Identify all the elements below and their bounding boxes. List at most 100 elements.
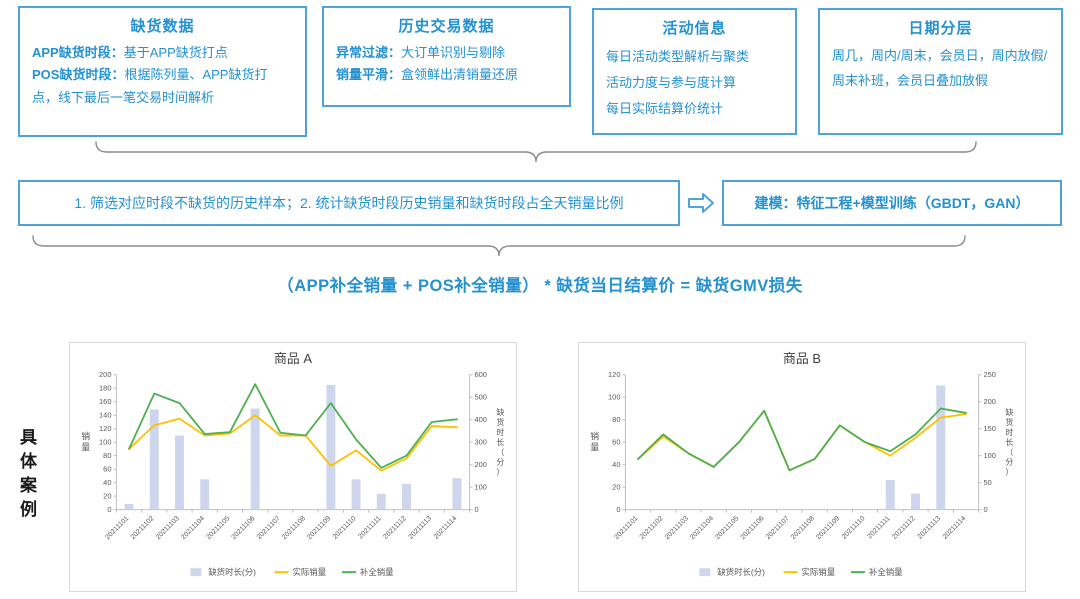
box-line-bold: 销量平滑：	[336, 67, 402, 83]
modeling-text: 建模：特征工程+模型训练（GBDT，GAN）	[755, 193, 1030, 213]
svg-text:20211101: 20211101	[613, 515, 639, 541]
box-line-bold: 异常过滤：	[336, 45, 402, 60]
svg-text:100: 100	[99, 438, 111, 447]
box-line-bold: APP缺货时段：	[32, 45, 124, 60]
svg-text:20211109: 20211109	[306, 515, 332, 541]
box-line: POS缺货时段：根据陈列量、APP缺货打点，线下最后一笔交易时间解析	[32, 64, 293, 109]
svg-text:0: 0	[616, 505, 620, 514]
box-line-text: 每日活动类型解析与聚类	[606, 49, 750, 64]
svg-text:20: 20	[103, 492, 111, 501]
svg-text:20211106: 20211106	[740, 515, 766, 541]
modeling-box: 建模：特征工程+模型训练（GBDT，GAN）	[722, 180, 1062, 226]
svg-text:20211102: 20211102	[130, 515, 156, 541]
svg-text:20211112: 20211112	[382, 515, 408, 541]
svg-text:100: 100	[475, 483, 487, 492]
svg-text:20211114: 20211114	[942, 515, 968, 541]
case-study-label: 具体案例	[17, 428, 36, 524]
box-line-text: 大订单识别与剔除	[401, 45, 506, 60]
svg-text:20211114: 20211114	[433, 515, 459, 541]
svg-text:实际销量: 实际销量	[292, 567, 326, 577]
svg-text:20: 20	[612, 483, 620, 492]
svg-text:20211110: 20211110	[841, 515, 867, 541]
svg-text:20211107: 20211107	[256, 515, 282, 541]
svg-text:销: 销	[590, 431, 599, 442]
svg-text:实际销量: 实际销量	[801, 567, 835, 577]
svg-text:长: 长	[1005, 437, 1013, 447]
svg-text:长: 长	[496, 437, 504, 447]
svg-text:量: 量	[81, 443, 90, 453]
modeling-text-rest: 特征工程+模型训练（GBDT，GAN）	[796, 195, 1030, 211]
box-line: 周几，周内/周末，会员日，周内放假/周末补班，会员日叠加放假	[832, 44, 1049, 93]
svg-text:250: 250	[984, 370, 996, 379]
box-line: 销量平滑：盒领鲜出清销量还原	[336, 64, 557, 86]
gmv-loss-formula: （APP补全销量 + POS补全销量） * 缺货当日结算价 = 缺货GMV损失	[277, 277, 803, 295]
svg-text:120: 120	[99, 424, 111, 433]
box-line-text: 每日实际结算价统计	[606, 101, 724, 116]
box-activity-info-title: 活动信息	[662, 20, 727, 37]
svg-text:时: 时	[496, 427, 504, 437]
svg-text:600: 600	[475, 370, 487, 379]
svg-text:分: 分	[1005, 458, 1013, 467]
svg-text:200: 200	[984, 397, 996, 406]
svg-text:120: 120	[608, 370, 620, 379]
svg-text:100: 100	[984, 451, 996, 460]
svg-text:缺货时长(分): 缺货时长(分)	[717, 567, 765, 577]
box-date-stratification-title: 日期分层	[908, 20, 973, 37]
svg-text:20211106: 20211106	[231, 515, 257, 541]
svg-text:160: 160	[99, 397, 111, 406]
svg-text:缺货时长(分): 缺货时长(分)	[208, 567, 256, 577]
box-line: 每日活动类型解析与聚类	[606, 44, 783, 70]
svg-text:20211104: 20211104	[689, 515, 715, 541]
sample-selection-text: 1. 筛选对应时段不缺货的历史样本；2. 统计缺货时段历史销量和缺货时段占全天销…	[74, 195, 624, 211]
svg-text:500: 500	[475, 393, 487, 402]
svg-text:80: 80	[103, 451, 111, 460]
svg-text:150: 150	[984, 424, 996, 433]
svg-text:分: 分	[496, 458, 504, 467]
box-history-transactions: 历史交易数据 异常过滤：大订单识别与剔除 销量平滑：盒领鲜出清销量还原	[322, 6, 571, 107]
svg-text:20211113: 20211113	[407, 515, 433, 541]
flow-arrow-icon	[688, 193, 714, 213]
svg-text:0: 0	[107, 505, 111, 514]
svg-text:20211105: 20211105	[714, 515, 740, 541]
chart-product-a-svg: 商品 A 0 20 40 60 80 100 120 140 160 180 200 0 100 200 30…	[81, 351, 504, 577]
svg-text:（: （	[496, 448, 504, 457]
svg-text:20211108: 20211108	[281, 515, 307, 541]
svg-text:80: 80	[612, 415, 620, 424]
box-stockout-data: 缺货数据 APP缺货时段：基于APP缺货打点 POS缺货时段：根据陈列量、APP…	[18, 6, 307, 137]
box-line-text: 周几，周内/周末，会员日，周内放假/周末补班，会员日叠加放假	[832, 48, 1048, 88]
svg-text:）: ）	[496, 468, 504, 477]
svg-text:20211104: 20211104	[180, 515, 206, 541]
box-date-stratification: 日期分层 周几，周内/周末，会员日，周内放假/周末补班，会员日叠加放假	[818, 8, 1063, 135]
svg-text:20211105: 20211105	[205, 515, 231, 541]
svg-text:400: 400	[475, 415, 487, 424]
svg-text:补全销量: 补全销量	[869, 567, 903, 577]
svg-text:0: 0	[984, 505, 988, 514]
brace-bottom	[32, 235, 966, 257]
svg-text:60: 60	[103, 465, 111, 474]
svg-text:20211113: 20211113	[916, 515, 942, 541]
svg-text:200: 200	[99, 370, 111, 379]
svg-text:20211111: 20211111	[357, 515, 382, 540]
svg-text:20211109: 20211109	[815, 515, 841, 541]
svg-text:20211110: 20211110	[332, 515, 358, 541]
svg-text:缺: 缺	[1005, 407, 1013, 417]
modeling-text-bold: 建模：	[754, 195, 797, 211]
svg-text:销: 销	[81, 431, 90, 442]
svg-text:（: （	[1005, 448, 1013, 457]
sample-selection-box: 1. 筛选对应时段不缺货的历史样本；2. 统计缺货时段历史销量和缺货时段占全天销…	[18, 180, 680, 226]
box-stockout-data-title: 缺货数据	[130, 18, 195, 35]
svg-text:100: 100	[608, 393, 620, 402]
svg-text:50: 50	[984, 478, 992, 487]
svg-text:20211108: 20211108	[790, 515, 816, 541]
box-line-text: 根据陈列量、APP缺货打点，线下最后一笔交易时间解析	[32, 67, 268, 105]
svg-text:60: 60	[612, 438, 620, 447]
chart-product-a: 商品 A 0 20 40 60 80 100 120 140 160 180 200 0 100 200 30…	[69, 342, 517, 592]
box-line-text: 活动力度与参与度计算	[606, 75, 737, 90]
box-history-transactions-title: 历史交易数据	[398, 18, 495, 35]
svg-text:补全销量: 补全销量	[360, 567, 394, 577]
svg-text:0: 0	[475, 505, 479, 514]
chart-product-b: 商品 B 0 20 40 60 80 100 120 0 50 100 150 200 250 202111…	[578, 342, 1026, 592]
svg-text:商品 B: 商品 B	[783, 351, 821, 366]
svg-text:20211107: 20211107	[765, 515, 791, 541]
